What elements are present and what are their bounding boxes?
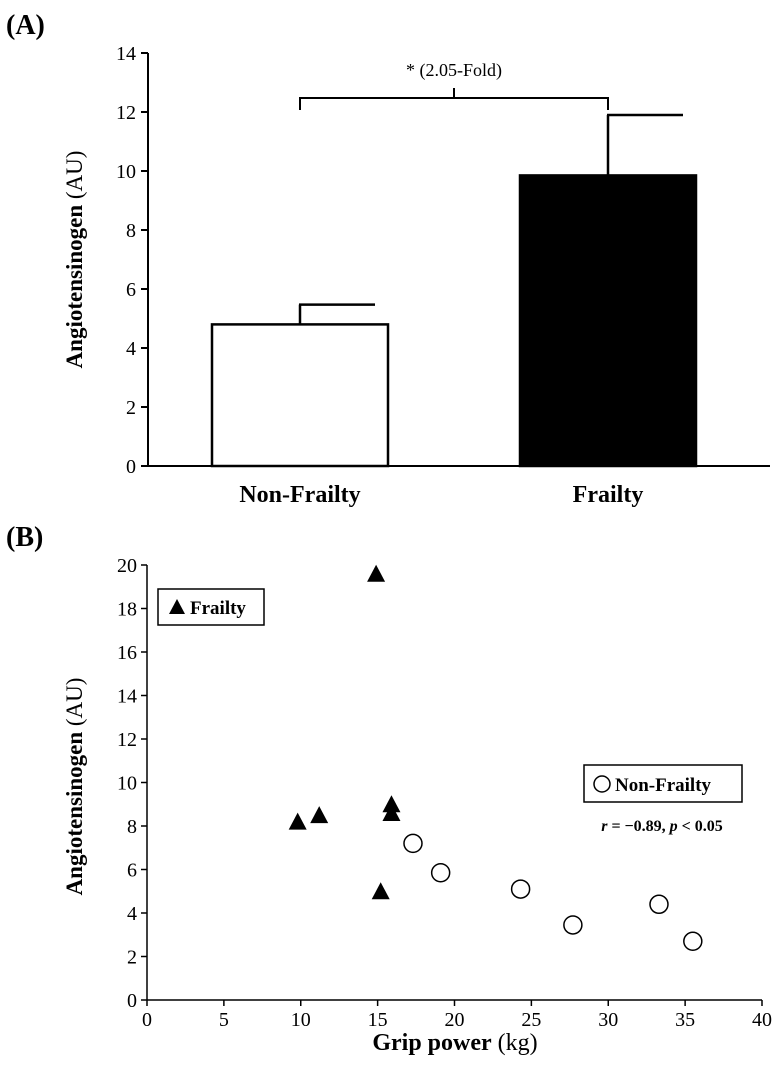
y-tick-label: 6 xyxy=(127,860,137,882)
y-tick-label: 2 xyxy=(127,947,137,969)
non-frailty-point xyxy=(403,833,423,854)
p-symbol: p xyxy=(668,818,678,835)
category-label: Non-Frailty xyxy=(239,482,360,508)
frailty-point xyxy=(382,803,401,821)
panel-a-bars xyxy=(210,174,698,468)
y-tick-label: 12 xyxy=(117,729,137,751)
panel-b: (B) 0 2 4 6 8 10 12 14 16 18 20 0 5 10 15 20 25 30 35 40 A… xyxy=(6,522,772,1056)
panel-a-y-axis-label-unit: (AU) xyxy=(62,151,87,205)
y-tick-label: 20 xyxy=(117,555,137,577)
panel-b-label: (B) xyxy=(6,522,43,553)
p-value: < 0.05 xyxy=(678,818,723,835)
panel-b-x-axis-label-unit: (kg) xyxy=(492,1030,538,1056)
y-tick-label: 14 xyxy=(117,686,137,708)
y-tick-label: 4 xyxy=(126,338,136,360)
non-frailty-point xyxy=(430,863,451,883)
panel-b-y-axis-label-main: Angiotensinogen xyxy=(62,732,87,896)
legend-frailty: Frailty xyxy=(157,588,265,626)
y-tick-label: 4 xyxy=(127,903,137,925)
x-tick-label: 40 xyxy=(752,1009,772,1031)
bracket-line xyxy=(299,97,609,110)
frailty-point xyxy=(288,812,307,830)
y-tick-label: 0 xyxy=(127,990,137,1012)
panel-a-category-labels: Non-Frailty Frailty xyxy=(239,482,643,508)
y-tick-label: 14 xyxy=(116,43,136,65)
non-frailty-point xyxy=(510,879,531,899)
frailty-point xyxy=(371,882,390,900)
panel-a-label: (A) xyxy=(6,10,45,41)
x-tick-label: 5 xyxy=(219,1009,229,1031)
frailty-point xyxy=(382,795,401,813)
x-tick-label: 30 xyxy=(598,1009,618,1031)
panel-b-y-tick-labels: 0 2 4 6 8 10 12 14 16 18 20 xyxy=(117,555,137,1012)
triangle-marker-icon xyxy=(169,599,185,614)
legend-frailty-label: Frailty xyxy=(190,598,246,619)
r-symbol: r xyxy=(601,818,608,835)
x-tick-label: 35 xyxy=(675,1009,695,1031)
significance-bracket xyxy=(299,88,609,110)
panel-a-error-bars xyxy=(298,113,683,325)
x-tick-label: 25 xyxy=(521,1009,541,1031)
x-tick-label: 10 xyxy=(291,1009,311,1031)
panel-a-y-tick-labels: 0 2 4 6 8 10 12 14 xyxy=(116,43,136,478)
bar xyxy=(210,323,390,468)
frailty-point xyxy=(310,806,329,824)
panel-b-y-axis-label-unit: (AU) xyxy=(62,678,87,732)
y-tick-label: 16 xyxy=(117,642,137,664)
y-tick-label: 10 xyxy=(116,161,136,183)
circle-marker-icon xyxy=(593,775,611,793)
panel-b-y-axis-label: Angiotensinogen (AU) xyxy=(62,678,87,896)
y-tick-label: 8 xyxy=(126,220,136,242)
y-tick-label: 12 xyxy=(116,102,136,124)
y-tick-label: 8 xyxy=(127,816,137,838)
panel-b-x-tick-labels: 0 5 10 15 20 25 30 35 40 xyxy=(142,1009,772,1031)
correlation-stats: r = −0.89, p < 0.05 xyxy=(601,818,723,835)
x-tick-label: 0 xyxy=(142,1009,152,1031)
panel-b-points xyxy=(288,564,703,952)
y-tick-label: 0 xyxy=(126,456,136,478)
bar xyxy=(518,174,698,468)
panel-a: (A) * (2.05-Fold) 0 2 4 6 8 10 12 14 Non-Frailt… xyxy=(6,10,770,508)
panel-b-x-axis-label-main: Grip power xyxy=(372,1030,492,1056)
non-frailty-point xyxy=(683,931,703,952)
frailty-point xyxy=(367,564,386,582)
panel-a-y-axis-label: Angiotensinogen (AU) xyxy=(62,151,87,369)
legend-non-frailty: Non-Frailty xyxy=(583,764,743,803)
x-tick-label: 15 xyxy=(368,1009,388,1031)
y-tick-label: 6 xyxy=(126,279,136,301)
panel-b-axes xyxy=(141,564,763,1006)
category-label: Frailty xyxy=(573,482,644,508)
r-value: = −0.89, xyxy=(607,818,669,835)
panel-a-y-axis-label-main: Angiotensinogen xyxy=(62,205,87,369)
legend-non-frailty-label: Non-Frailty xyxy=(615,775,712,796)
x-tick-label: 20 xyxy=(445,1009,465,1031)
y-tick-label: 2 xyxy=(126,397,136,419)
non-frailty-point xyxy=(563,915,583,935)
y-tick-label: 10 xyxy=(117,773,137,795)
y-tick-label: 18 xyxy=(117,599,137,621)
significance-annotation: * (2.05-Fold) xyxy=(406,60,502,81)
panel-b-x-axis-label: Grip power (kg) xyxy=(372,1030,537,1056)
non-frailty-point xyxy=(649,894,669,915)
